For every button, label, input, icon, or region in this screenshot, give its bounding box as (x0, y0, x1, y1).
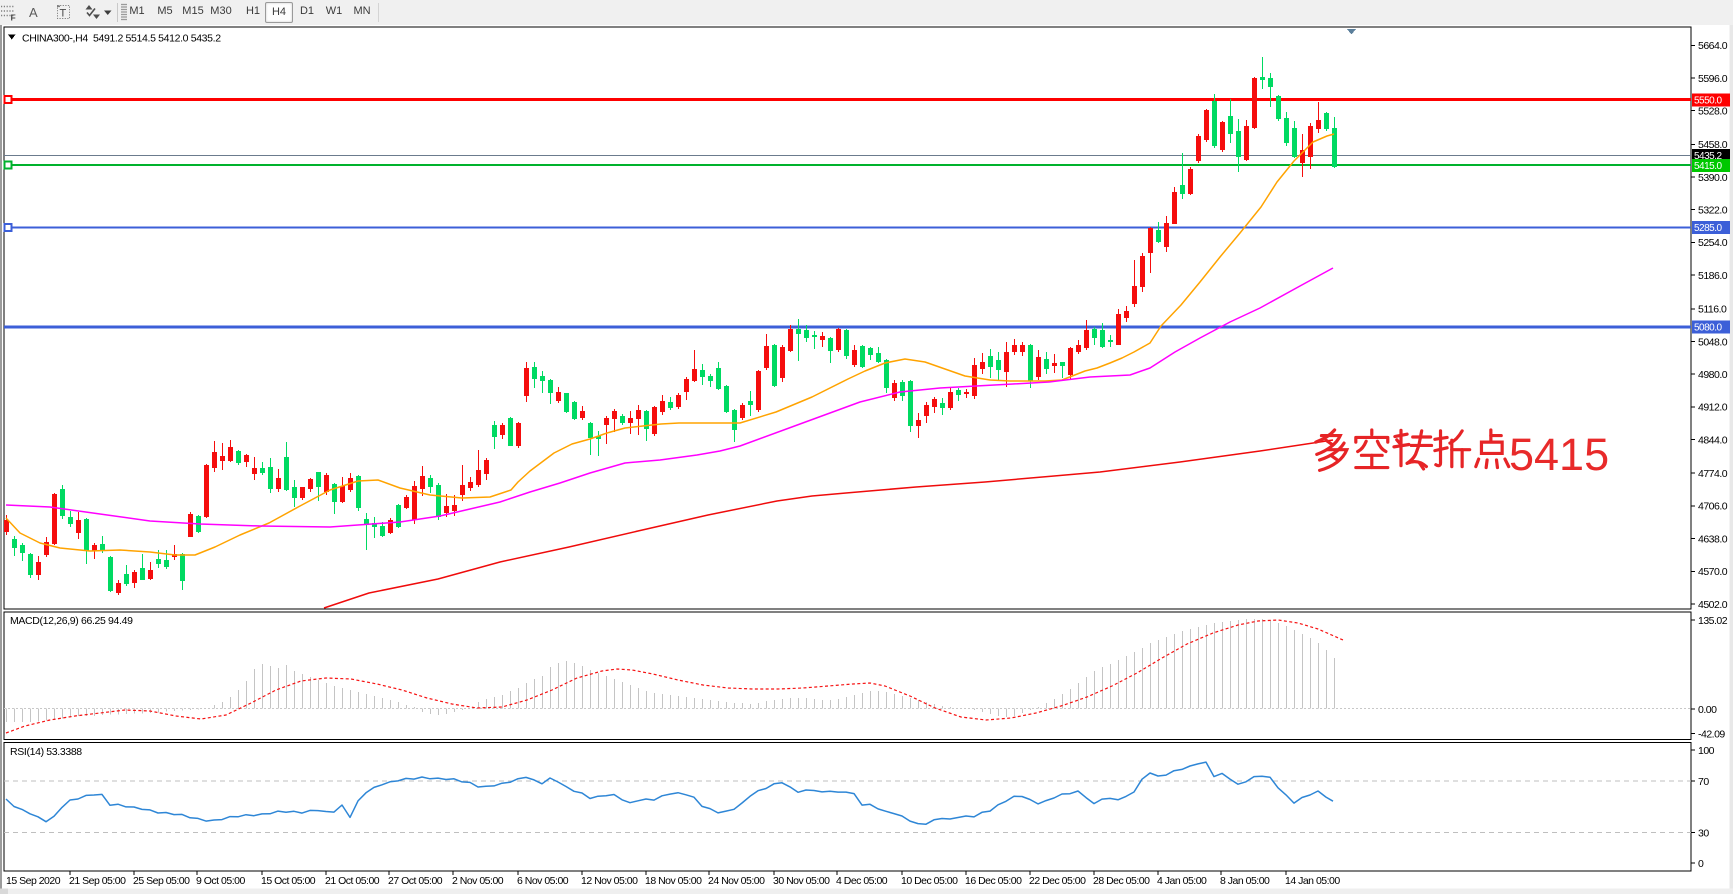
svg-text:2 Nov 05:00: 2 Nov 05:00 (452, 875, 504, 887)
svg-text:4570.0: 4570.0 (1698, 566, 1728, 578)
svg-text:A: A (29, 5, 38, 20)
svg-text:6 Nov 05:00: 6 Nov 05:00 (517, 875, 569, 887)
svg-text:5458.0: 5458.0 (1698, 139, 1728, 151)
svg-text:4706.0: 4706.0 (1698, 501, 1728, 513)
svg-text:4774.0: 4774.0 (1698, 468, 1728, 480)
svg-text:25 Sep 05:00: 25 Sep 05:00 (133, 875, 190, 887)
svg-text:30: 30 (1698, 827, 1709, 839)
svg-text:0: 0 (1698, 858, 1704, 870)
svg-text:5186.0: 5186.0 (1698, 270, 1728, 282)
svg-text:5080.0: 5080.0 (1694, 323, 1723, 334)
svg-text:5550.0: 5550.0 (1694, 96, 1723, 107)
svg-text:16 Dec 05:00: 16 Dec 05:00 (965, 875, 1022, 887)
svg-text:30 Nov 05:00: 30 Nov 05:00 (773, 875, 830, 887)
svg-text:4912.0: 4912.0 (1698, 402, 1728, 414)
svg-text:27 Oct 05:00: 27 Oct 05:00 (388, 875, 443, 887)
svg-text:MACD(12,26,9) 66.25 94.49: MACD(12,26,9) 66.25 94.49 (10, 615, 133, 627)
svg-text:70: 70 (1698, 776, 1709, 788)
svg-text:4980.0: 4980.0 (1698, 369, 1728, 381)
svg-text:5285.0: 5285.0 (1694, 223, 1723, 234)
svg-text:21 Oct 05:00: 21 Oct 05:00 (325, 875, 380, 887)
svg-text:135.02: 135.02 (1698, 615, 1728, 627)
svg-text:100: 100 (1698, 745, 1715, 757)
svg-text:21 Sep 05:00: 21 Sep 05:00 (69, 875, 126, 887)
svg-text:4502.0: 4502.0 (1698, 599, 1728, 611)
svg-text:15 Sep 2020: 15 Sep 2020 (6, 875, 61, 887)
svg-text:28 Dec 05:00: 28 Dec 05:00 (1093, 875, 1150, 887)
svg-text:5596.0: 5596.0 (1698, 73, 1728, 85)
svg-text:14 Jan 05:00: 14 Jan 05:00 (1285, 875, 1340, 887)
svg-text:5116.0: 5116.0 (1698, 304, 1727, 316)
svg-text:5664.0: 5664.0 (1698, 40, 1728, 52)
svg-text:8 Jan 05:00: 8 Jan 05:00 (1220, 875, 1270, 887)
svg-text:12 Nov 05:00: 12 Nov 05:00 (581, 875, 638, 887)
svg-text:RSI(14) 53.3388: RSI(14) 53.3388 (10, 746, 82, 758)
svg-text:5254.0: 5254.0 (1698, 237, 1728, 249)
svg-text:5390.0: 5390.0 (1698, 172, 1728, 184)
svg-text:22 Dec 05:00: 22 Dec 05:00 (1029, 875, 1086, 887)
svg-text:5435.2: 5435.2 (1694, 151, 1723, 162)
svg-text:4844.0: 4844.0 (1698, 434, 1728, 446)
svg-text:15 Oct 05:00: 15 Oct 05:00 (261, 875, 316, 887)
svg-text:F: F (11, 13, 16, 23)
svg-text:T: T (60, 8, 67, 20)
svg-text:4638.0: 4638.0 (1698, 533, 1728, 545)
svg-text:24 Nov 05:00: 24 Nov 05:00 (708, 875, 765, 887)
svg-text:9 Oct 05:00: 9 Oct 05:00 (196, 875, 245, 887)
svg-text:5528.0: 5528.0 (1698, 105, 1728, 117)
svg-text:18 Nov 05:00: 18 Nov 05:00 (645, 875, 702, 887)
svg-text:0.00: 0.00 (1698, 704, 1717, 716)
svg-text:4 Dec 05:00: 4 Dec 05:00 (836, 875, 888, 887)
svg-text:5415.0: 5415.0 (1694, 161, 1723, 172)
svg-text:4 Jan 05:00: 4 Jan 05:00 (1157, 875, 1207, 887)
svg-text:5048.0: 5048.0 (1698, 336, 1728, 348)
svg-text:5322.0: 5322.0 (1698, 205, 1728, 217)
svg-text:10 Dec 05:00: 10 Dec 05:00 (901, 875, 958, 887)
svg-text:-42.09: -42.09 (1698, 728, 1725, 740)
svg-text:CHINA300-,H4 5491.2 5514.5 54: CHINA300-,H4 5491.2 5514.5 5412.0 5435.2 (22, 33, 221, 45)
svg-text:5415: 5415 (1509, 429, 1609, 480)
